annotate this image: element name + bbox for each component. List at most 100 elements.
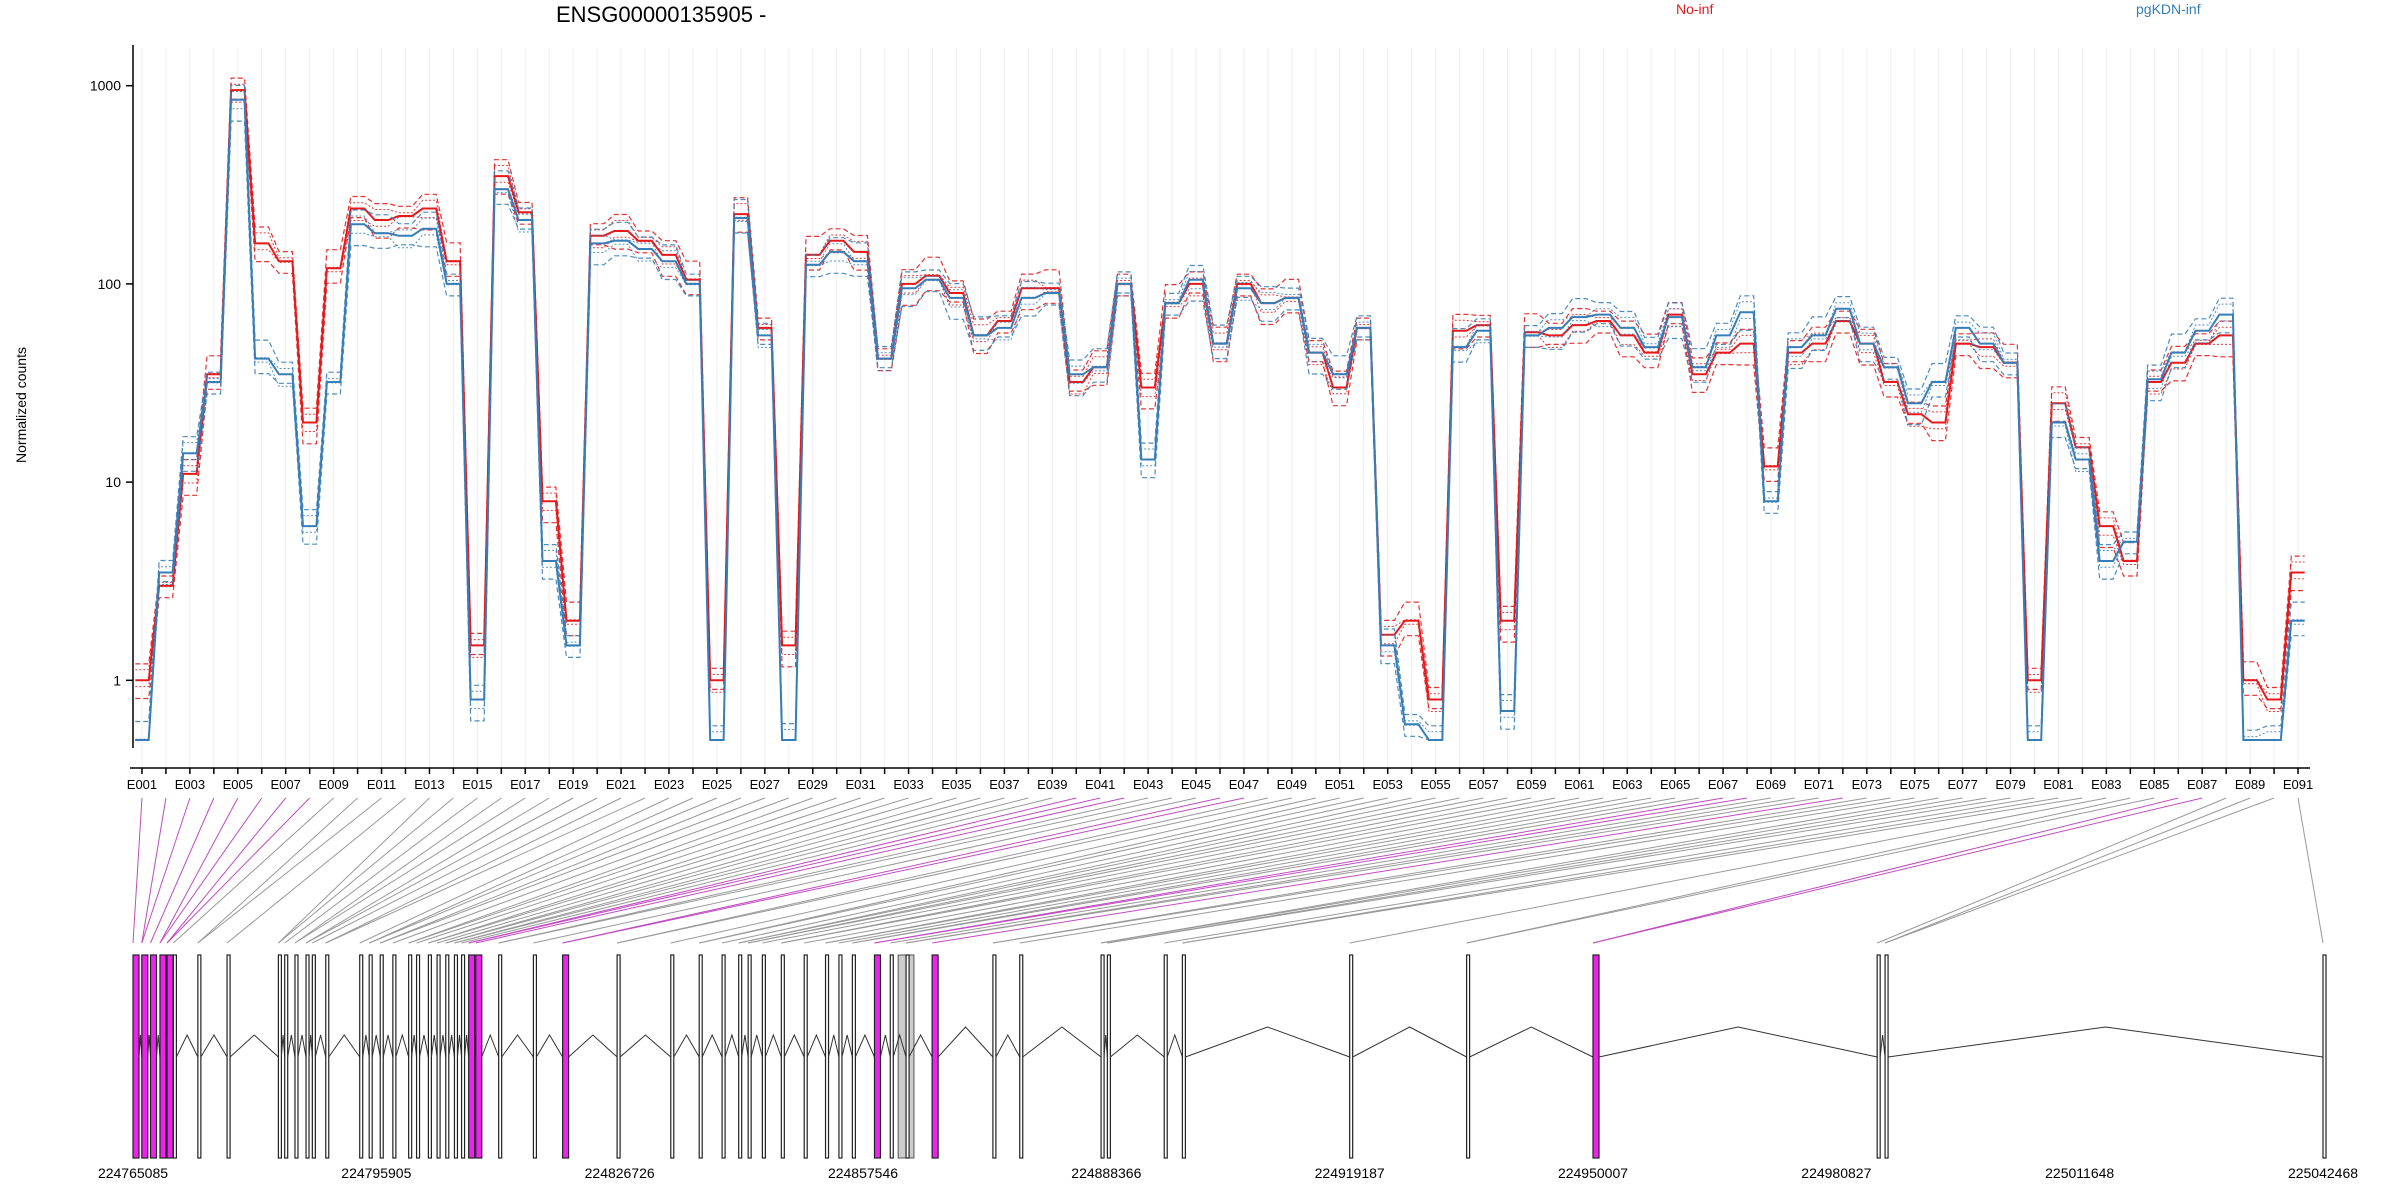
exon-box (851, 954, 856, 1159)
intron-line (701, 1033, 723, 1058)
intron-line (439, 1034, 447, 1058)
chart-title: ENSG00000135905 - (556, 2, 767, 27)
intron-line (456, 1034, 463, 1058)
x-tick-label: E011 (367, 777, 396, 792)
exon-connector (1466, 797, 2131, 944)
y-tick-label: 100 (98, 276, 122, 292)
exon-connector (874, 797, 1748, 944)
x-tick-label: E057 (1468, 777, 1498, 792)
intron-line (828, 1034, 840, 1058)
intron-line (1110, 1034, 1165, 1058)
exon-connector (278, 797, 430, 944)
intron-line (1598, 1026, 1878, 1058)
exon-connector (992, 797, 1867, 944)
exon-connector (312, 797, 598, 944)
x-tick-label: E019 (558, 777, 588, 792)
genomic-coordinate-label: 224919187 (1315, 1165, 1385, 1181)
exon-box (226, 954, 231, 1159)
exon-connector (616, 797, 1269, 944)
x-tick-label: E049 (1277, 777, 1307, 792)
exon-connector (1100, 797, 1963, 944)
exon-connector (197, 797, 382, 944)
exon-box (873, 954, 882, 1159)
exon-connector (1107, 797, 1987, 944)
x-tick-label: E029 (798, 777, 828, 792)
x-tick-label: E085 (2139, 777, 2169, 792)
x-tick-label: E087 (2187, 777, 2217, 792)
intron-line (362, 1034, 370, 1058)
x-tick-label: E045 (1181, 777, 1211, 792)
exon-connector (445, 797, 957, 944)
intron-line (481, 1033, 500, 1058)
intron-line (937, 1026, 994, 1058)
exon-connector (150, 797, 215, 944)
exon-connector (428, 797, 885, 944)
exon-box (197, 954, 202, 1159)
exon-connector (890, 797, 1772, 944)
intron-line (430, 1034, 438, 1058)
x-tick-label: E059 (1516, 777, 1546, 792)
exon-connector (533, 797, 1197, 944)
exon-connector (748, 797, 1460, 944)
exon-connector (132, 797, 143, 944)
x-tick-label: E075 (1900, 777, 1930, 792)
exon-box (838, 954, 843, 1159)
intron-line (854, 1033, 875, 1058)
exon-connector (498, 797, 1149, 944)
exon-box (468, 954, 476, 1159)
intron-line (328, 1034, 361, 1058)
series-line-pgkdn-inf (135, 98, 2305, 741)
exon-box (1106, 954, 1111, 1159)
intron-line (724, 1033, 740, 1058)
x-tick-label: E021 (606, 777, 636, 792)
intron-line (1352, 1026, 1467, 1058)
exon-box (889, 954, 894, 1159)
exon-connector (368, 797, 694, 944)
exon-box (1592, 954, 1600, 1159)
exon-box (1466, 954, 1471, 1159)
exon-connector (616, 797, 1292, 944)
exon-box (532, 954, 538, 1159)
exon-connector (699, 797, 1364, 944)
x-tick-label: E065 (1660, 777, 1690, 792)
exon-connector (1107, 797, 2011, 944)
exon-connector (159, 797, 263, 944)
x-tick-label: E051 (1325, 777, 1355, 792)
exon-connector (762, 797, 1508, 944)
series-line-pgkdn-inf (135, 84, 2305, 731)
exon-connector (408, 797, 837, 944)
exon-box (992, 954, 997, 1159)
exon-connector (325, 797, 622, 944)
x-tick-label: E003 (175, 777, 205, 792)
exon-box (311, 954, 316, 1159)
exon-box (498, 954, 503, 1159)
exon-connector (305, 797, 550, 944)
x-tick-label: E013 (414, 777, 444, 792)
exon-connector (838, 797, 1652, 944)
series-line-pgkdn-inf (135, 120, 2305, 741)
exon-connector (562, 797, 1245, 944)
exon-connector (436, 797, 933, 944)
intron-line (995, 1033, 1021, 1058)
exon-connector (278, 797, 454, 944)
exon-box (436, 954, 441, 1159)
x-tick-label: E043 (1133, 777, 1163, 792)
intron-line (764, 1033, 782, 1058)
x-tick-label: E083 (2091, 777, 2121, 792)
exon-connector (738, 797, 1436, 944)
exon-connector (305, 797, 574, 944)
intron-line (200, 1034, 228, 1058)
intron-line (464, 1034, 470, 1058)
intron-line (411, 1034, 418, 1058)
intron-line (908, 1033, 933, 1058)
exon-box (1349, 954, 1354, 1159)
exon-box (166, 954, 174, 1159)
intron-line (1185, 1026, 1350, 1058)
intron-line (1887, 1026, 2324, 1058)
exon-connector (1349, 797, 2107, 944)
intron-line (741, 1034, 749, 1058)
exon-box (408, 954, 413, 1159)
exon-connector (380, 797, 742, 944)
x-tick-label: E001 (127, 777, 157, 792)
